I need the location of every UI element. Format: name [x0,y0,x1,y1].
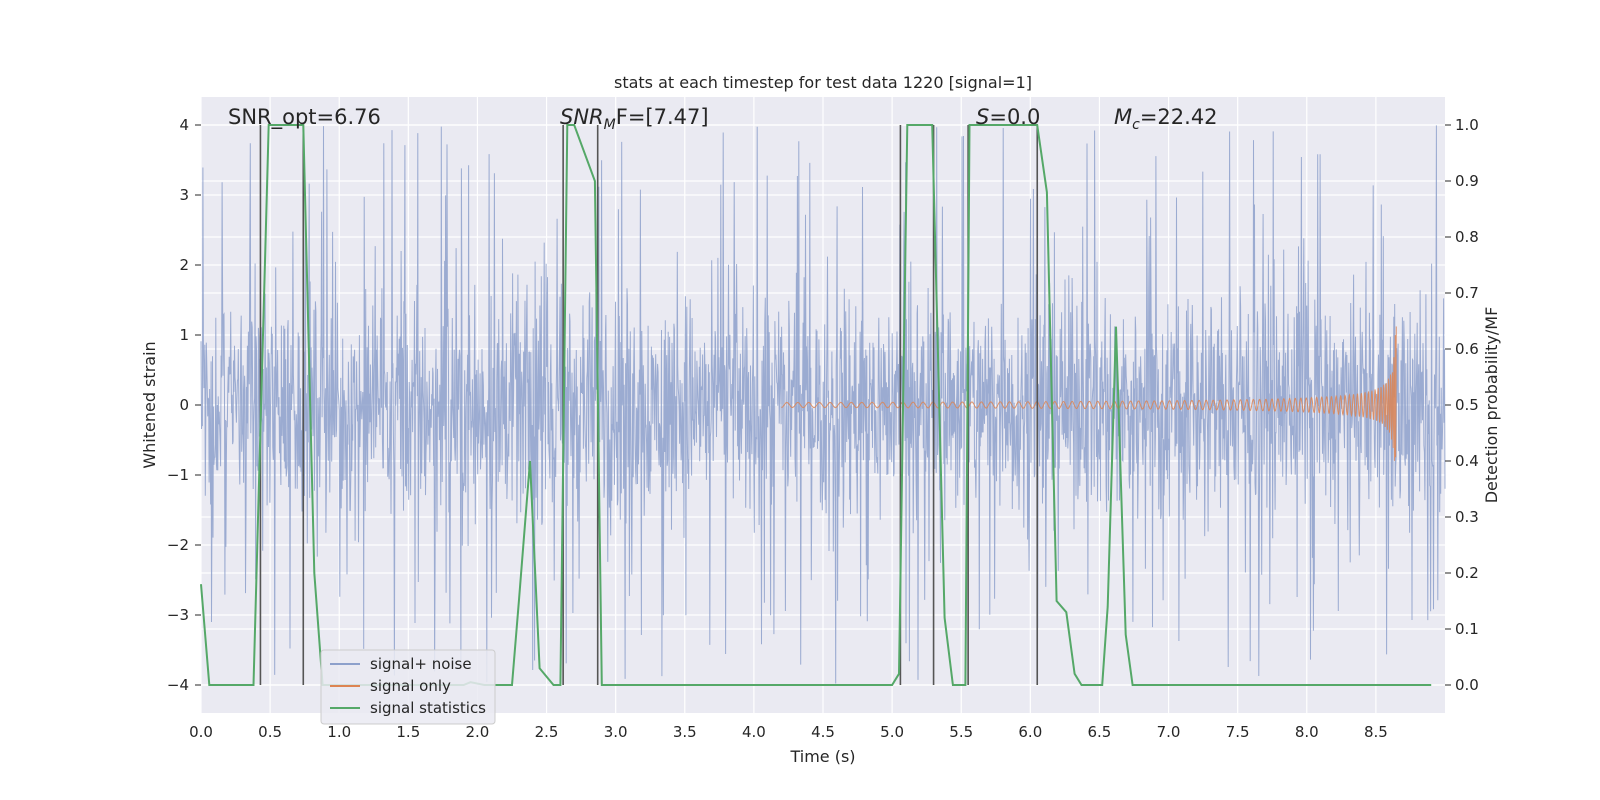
y-right-tick-label: 0.6 [1455,340,1479,358]
y-right-tick-label: 0.3 [1455,508,1479,526]
annotation-snr-mf-value: F=[7.47] [616,105,709,129]
y-tick-label: −4 [167,676,189,694]
y-tick-label: 3 [179,186,189,204]
y-tick-label: 4 [179,116,189,134]
y-right-tick-label: 0.2 [1455,564,1479,582]
annotation-s-base: S [976,105,989,129]
annotation-mc-base: M [1114,105,1132,129]
legend-label-signal-noise: signal+ noise [370,655,472,673]
y-tick-labels: −4 −3 −2 −1 0 1 2 3 4 [167,116,201,694]
y-right-tick-label: 0.8 [1455,228,1479,246]
y-right-tick-label: 0.0 [1455,676,1479,694]
y-right-tick-label: 0.5 [1455,396,1479,414]
x-axis-label: Time (s) [789,747,855,766]
x-tick-label: 1.5 [396,723,420,741]
annotation-mc-value: =22.42 [1140,105,1218,129]
y-right-tick-label: 0.9 [1455,172,1479,190]
y-tick-label: −3 [167,606,189,624]
chart-title: stats at each timestep for test data 122… [614,73,1032,92]
x-tick-labels: 0.0 0.5 1.0 1.5 2.0 2.5 3.0 3.5 4.0 4.5 5.0 5.5 6.0 6… [189,723,1388,741]
y-right-tick-labels: 0.0 0.1 0.2 0.3 0.4 0.5 0.6 0.7 0.8 0.9 1.0 [1445,116,1479,694]
y-right-tick-label: 0.4 [1455,452,1479,470]
x-tick-label: 8.0 [1295,723,1319,741]
x-tick-label: 7.5 [1226,723,1250,741]
signal-only-line [781,326,1397,461]
x-tick-label: 0.0 [189,723,213,741]
x-tick-label: 2.5 [535,723,559,741]
legend: signal+ noise signal only signal statist… [320,649,496,725]
legend-label-signal-only: signal only [370,677,451,695]
y-tick-label: 2 [179,256,189,274]
x-tick-label: 4.5 [811,723,835,741]
annotation-s-number: =0.0 [989,105,1040,129]
y-tick-label: −1 [167,466,189,484]
y-right-tick-label: 1.0 [1455,116,1479,134]
y-tick-label: −2 [167,536,189,554]
legend-box [320,649,496,725]
x-tick-label: 3.0 [604,723,628,741]
annotation-snr-opt: SNR_opt=6.76 [228,105,381,130]
x-tick-label: 4.0 [742,723,766,741]
x-tick-label: 6.0 [1018,723,1042,741]
annotation-snr-mf: SNRMF=[7.47] [560,105,709,133]
x-tick-label: 7.0 [1157,723,1181,741]
y-right-tick-label: 0.7 [1455,284,1479,302]
x-tick-label: 0.5 [258,723,282,741]
x-tick-label: 3.5 [673,723,697,741]
x-tick-label: 1.0 [327,723,351,741]
signal-noise-line [200,125,1446,684]
annotation-chirp-mass: Mc=22.42 [1114,105,1218,133]
annotation-snr-mf-base: SNR [560,105,604,129]
annotation-s-value: S=0.0 [976,105,1040,129]
y-tick-label: 1 [179,326,189,344]
signal-noise-series [200,125,1446,684]
signal-only-series [781,326,1397,461]
x-tick-label: 5.0 [880,723,904,741]
x-tick-label: 2.0 [466,723,490,741]
y-axis-label: Whitened strain [140,341,159,468]
x-tick-label: 6.5 [1088,723,1112,741]
x-tick-label: 5.5 [949,723,973,741]
annotation-snr-mf-sub: M [604,117,616,133]
y-right-tick-label: 0.1 [1455,620,1479,638]
x-tick-label: 8.5 [1364,723,1388,741]
annotation-mc-sub: c [1132,117,1140,133]
y-tick-label: 0 [179,396,189,414]
y-right-axis-label: Detection probability/MF [1482,307,1501,504]
legend-label-signal-statistics: signal statistics [370,699,486,717]
